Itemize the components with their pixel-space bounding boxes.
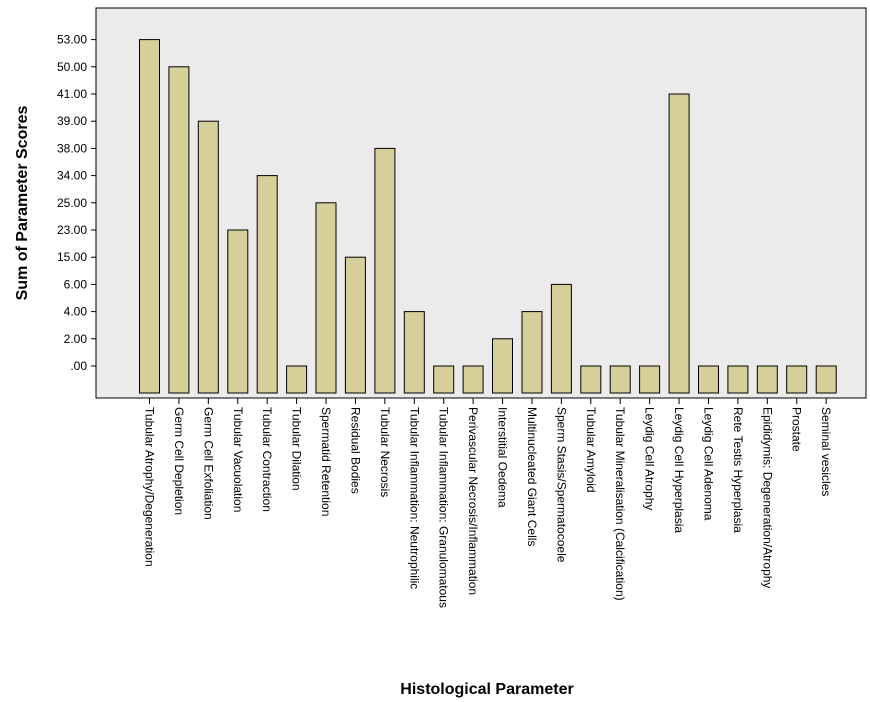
plot-area — [95, 7, 867, 399]
x-tick-label: Spermatid Retention — [319, 407, 333, 516]
x-tick-label: Germ Cell Depletion — [172, 407, 186, 515]
y-tick-label: 34.00 — [57, 169, 87, 183]
bars — [139, 39, 837, 394]
bar — [256, 175, 278, 394]
x-tick-label: Tubular Inflammation: Granulomatous — [437, 407, 451, 608]
bar — [492, 338, 513, 394]
y-tick-label: 4.00 — [64, 305, 88, 319]
x-tick-label: Leydig Cell Adenoma — [701, 407, 715, 521]
bar — [756, 365, 778, 394]
bar — [403, 311, 425, 394]
bar — [433, 365, 455, 394]
y-tick-label: 25.00 — [57, 196, 87, 210]
bar — [727, 365, 749, 394]
bar — [168, 66, 190, 394]
y-tick-label: 2.00 — [64, 332, 88, 346]
x-tick-label: Tubular Dilation — [290, 407, 304, 491]
y-tick-label: 41.00 — [57, 87, 87, 101]
y-tick-label: .00 — [70, 359, 87, 373]
x-tick-label: Tubular Inflammation: Neutrophilic — [407, 407, 421, 589]
x-tick-label: Leydig Cell Atrophy — [643, 407, 657, 510]
x-tick-label: Epididymis: Degeneration/Atrophy — [760, 407, 774, 588]
bar — [580, 365, 602, 394]
x-tick-label: Tubular Atrophy/Degeneration — [143, 407, 157, 567]
y-tick-label: 6.00 — [64, 277, 88, 291]
bar — [197, 120, 219, 394]
x-tick-label: Multinucleated Giant Cells — [525, 407, 539, 546]
bar — [698, 365, 719, 394]
x-tick-label: Germ Cell Exfoliation — [201, 407, 215, 520]
y-tick-label: 23.00 — [57, 223, 87, 237]
x-tick-label: Tubular Vacuolation — [231, 407, 245, 512]
y-axis-ticks: .00 2.00 4.00 6.00 15.00 23.00 25.00 34.00 38.00… — [57, 33, 96, 373]
x-tick-label: Leydig Cell Hyperplasia — [672, 407, 686, 533]
y-tick-label: 53.00 — [57, 33, 87, 47]
bar — [374, 147, 396, 394]
bar — [344, 256, 366, 394]
bar — [550, 283, 572, 394]
x-axis-title: Histological Parameter — [400, 681, 573, 698]
x-tick-label: Residual Bodies — [348, 407, 362, 494]
x-tick-label: Interstitial Oedema — [496, 407, 510, 508]
bar — [139, 39, 160, 394]
bar — [786, 365, 808, 394]
x-tick-label: Seminal vesicles — [819, 407, 833, 496]
y-tick-label: 50.00 — [57, 60, 87, 74]
y-tick-label: 15.00 — [57, 250, 87, 264]
bar — [521, 311, 543, 394]
bar — [286, 365, 308, 394]
bar — [639, 365, 661, 394]
bar — [227, 229, 249, 394]
x-tick-label: Tubular Amyloid — [584, 407, 598, 493]
y-tick-label: 39.00 — [57, 114, 87, 128]
x-tick-label: Tubular Mineralisation (Calcification) — [613, 407, 627, 601]
bar — [815, 365, 837, 394]
x-axis-ticks: Tubular Atrophy/Degeneration Germ Cell De… — [143, 398, 833, 608]
y-axis-title: Sum of Parameter Scores — [14, 106, 31, 301]
y-tick-label: 38.00 — [57, 141, 87, 155]
x-tick-label: Prostate — [790, 407, 804, 452]
x-tick-label: Sperm Stasis/Spermatocoele — [554, 407, 568, 563]
x-tick-label: Tubular Contraction — [260, 407, 274, 512]
bar — [315, 202, 337, 394]
x-tick-label: Rete Testis Hyperplasia — [731, 407, 745, 533]
x-tick-label: Perivascular Necrosis/Inflammation — [466, 407, 480, 595]
bar — [609, 365, 631, 394]
bar — [668, 93, 690, 394]
bar — [462, 365, 484, 394]
x-tick-label: Tubular Necrosis — [378, 407, 392, 497]
